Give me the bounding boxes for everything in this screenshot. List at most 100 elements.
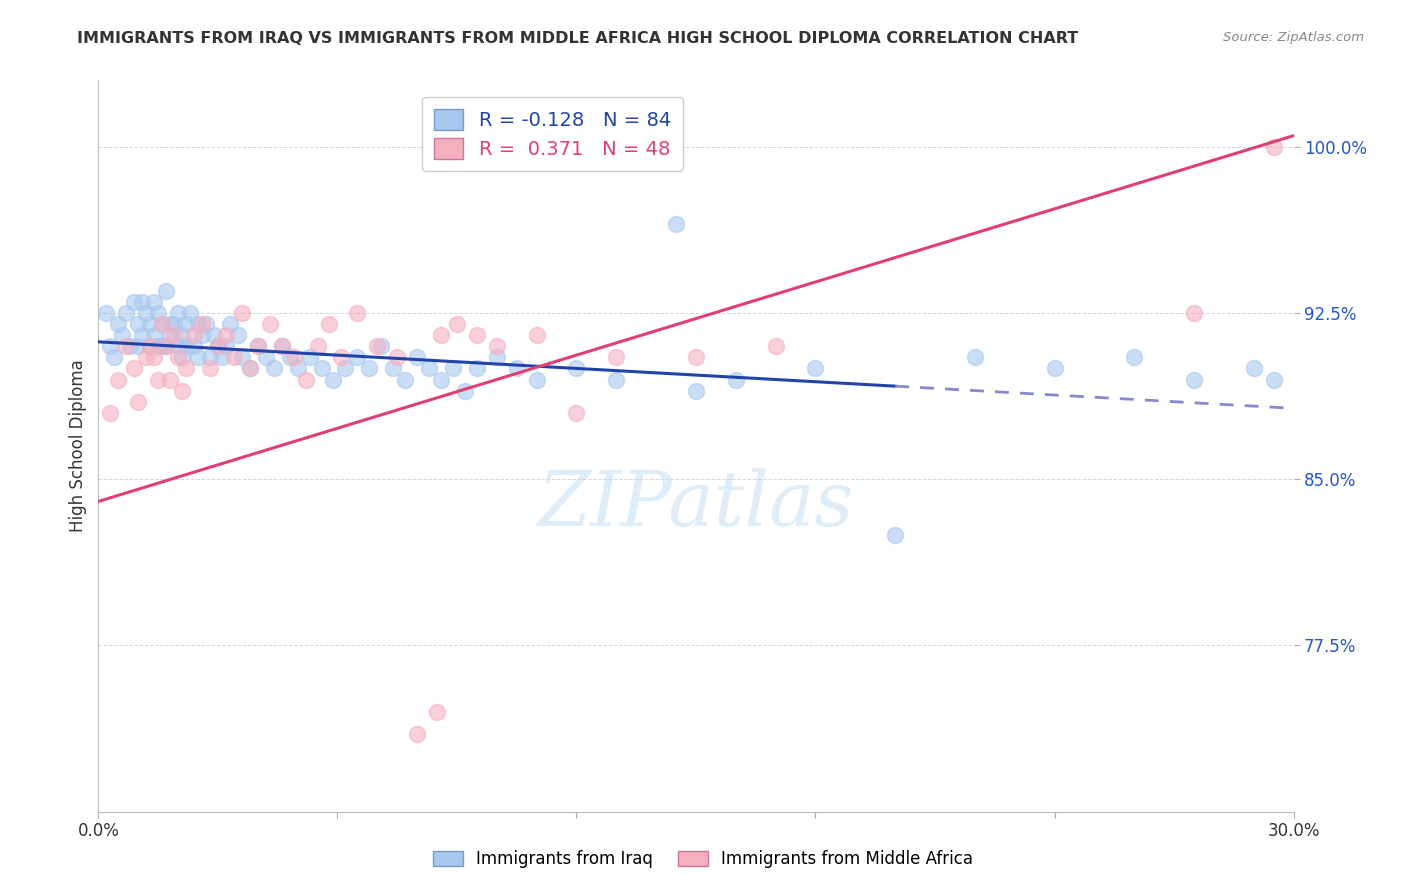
Point [526, 328, 548, 343]
Point [506, 361, 529, 376]
Point [127, 339, 149, 353]
Point [159, 317, 181, 331]
Point [139, 339, 162, 353]
Point [665, 218, 688, 232]
Point [103, 351, 125, 365]
Text: ZIPatlas: ZIPatlas [537, 467, 855, 541]
Point [172, 328, 194, 343]
Point [394, 372, 416, 386]
Point [207, 339, 229, 353]
Point [159, 328, 181, 343]
Point [124, 294, 146, 309]
Point [259, 317, 281, 331]
Point [287, 361, 309, 376]
Point [565, 406, 588, 420]
Point [219, 317, 242, 331]
Point [430, 328, 453, 343]
Point [135, 351, 157, 365]
Point [239, 361, 262, 376]
Point [163, 328, 186, 343]
Point [1263, 140, 1285, 154]
Text: Source: ZipAtlas.com: Source: ZipAtlas.com [1223, 31, 1364, 45]
Point [155, 339, 177, 353]
Point [111, 328, 134, 343]
Point [318, 317, 340, 331]
Point [174, 339, 197, 353]
Point [231, 351, 253, 365]
Point [605, 372, 627, 386]
Point [485, 339, 508, 353]
Point [115, 339, 138, 353]
Point [526, 372, 548, 386]
Point [127, 317, 149, 331]
Point [148, 306, 170, 320]
Point [98, 406, 122, 420]
Point [183, 339, 205, 353]
Point [187, 351, 209, 365]
Point [441, 361, 464, 376]
Point [263, 361, 285, 376]
Point [207, 339, 229, 353]
Point [124, 361, 146, 376]
Point [179, 306, 201, 320]
Point [143, 294, 166, 309]
Point [418, 361, 440, 376]
Point [139, 339, 162, 353]
Point [163, 317, 186, 331]
Point [385, 351, 409, 365]
Point [172, 351, 194, 365]
Point [211, 351, 233, 365]
Point [172, 384, 194, 398]
Point [270, 339, 292, 353]
Point [183, 328, 205, 343]
Point [215, 328, 238, 343]
Point [98, 339, 122, 353]
Point [346, 351, 368, 365]
Point [231, 306, 253, 320]
Point [406, 727, 429, 741]
Point [330, 351, 353, 365]
Point [283, 351, 305, 365]
Point [765, 339, 787, 353]
Point [143, 328, 166, 343]
Legend: Immigrants from Iraq, Immigrants from Middle Africa: Immigrants from Iraq, Immigrants from Mi… [426, 844, 980, 875]
Point [115, 306, 138, 320]
Point [131, 294, 153, 309]
Point [195, 317, 218, 331]
Point [485, 351, 508, 365]
Point [226, 328, 249, 343]
Point [150, 317, 173, 331]
Point [382, 361, 405, 376]
Point [685, 384, 707, 398]
Point [107, 317, 129, 331]
Point [605, 351, 627, 365]
Point [426, 705, 449, 719]
Point [167, 339, 190, 353]
Point [406, 351, 429, 365]
Point [135, 306, 157, 320]
Point [446, 317, 468, 331]
Point [96, 306, 118, 320]
Point [307, 339, 329, 353]
Point [359, 361, 381, 376]
Point [322, 372, 344, 386]
Point [139, 317, 162, 331]
Point [246, 339, 269, 353]
Point [148, 339, 170, 353]
Point [167, 351, 190, 365]
Point [107, 372, 129, 386]
Y-axis label: High School Diploma: High School Diploma [69, 359, 87, 533]
Point [167, 306, 190, 320]
Point [150, 317, 173, 331]
Point [1182, 306, 1205, 320]
Point [215, 339, 238, 353]
Point [278, 351, 301, 365]
Point [1123, 351, 1146, 365]
Point [335, 361, 357, 376]
Point [565, 361, 588, 376]
Point [1263, 372, 1285, 386]
Point [311, 361, 333, 376]
Point [1182, 372, 1205, 386]
Legend: R = -0.128   N = 84, R =  0.371   N = 48: R = -0.128 N = 84, R = 0.371 N = 48 [422, 97, 683, 170]
Point [150, 339, 173, 353]
